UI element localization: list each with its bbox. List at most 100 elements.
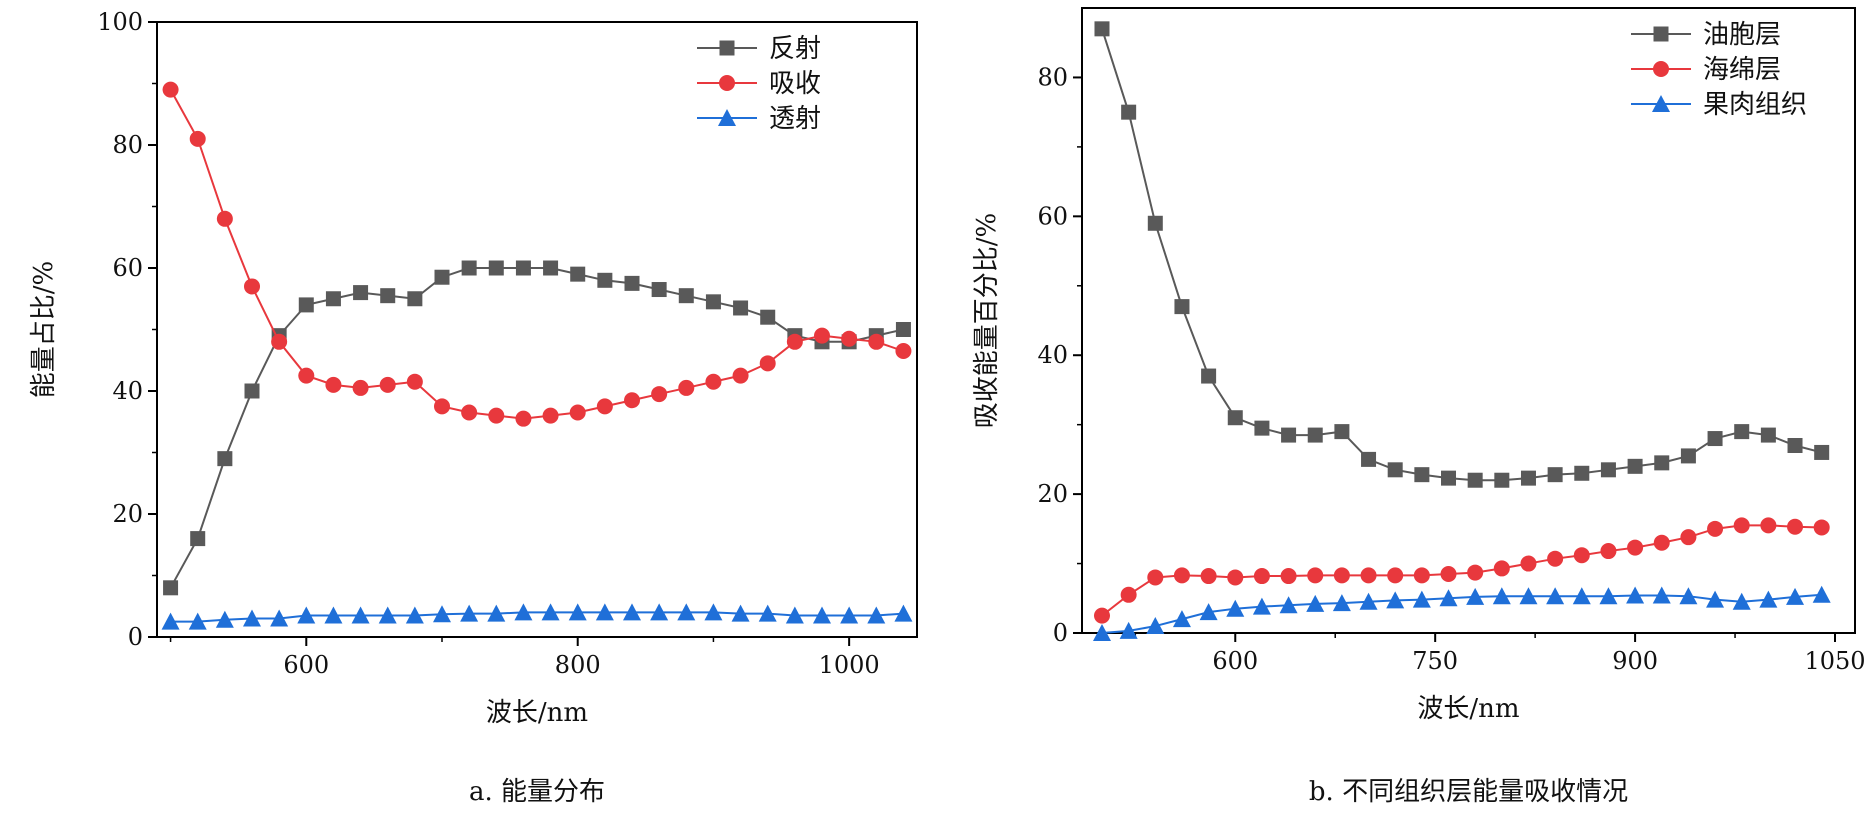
data-point: [215, 610, 234, 628]
x-tick-label: 750: [1412, 647, 1458, 675]
data-point: [1493, 560, 1510, 577]
data-point: [325, 291, 341, 307]
data-point: [1786, 587, 1805, 605]
data-point: [1334, 424, 1350, 440]
data-point: [1172, 610, 1191, 628]
data-point: [1359, 592, 1378, 610]
x-tick-label: 1000: [819, 651, 880, 679]
y-tick-label: 100: [97, 8, 143, 36]
x-tick-label: 800: [555, 651, 601, 679]
data-point: [1652, 586, 1671, 604]
data-point: [1279, 596, 1298, 614]
data-point: [1147, 215, 1163, 231]
data-point: [624, 275, 640, 291]
data-point: [1413, 567, 1430, 584]
data-point: [1252, 597, 1271, 615]
legend-item: 果肉组织: [1631, 90, 1807, 120]
data-point: [1094, 21, 1110, 37]
data-point: [407, 291, 423, 307]
data-point: [378, 606, 397, 624]
data-point: [271, 333, 288, 350]
legend-label: 海绵层: [1703, 55, 1781, 85]
data-point: [1146, 617, 1165, 635]
data-point: [1227, 410, 1243, 426]
data-point: [243, 609, 261, 627]
data-point: [1307, 567, 1324, 584]
data-point: [1812, 585, 1831, 603]
data-point: [353, 285, 369, 301]
legend-marker: [719, 75, 735, 91]
legend-marker: [1653, 61, 1669, 77]
data-point: [161, 612, 180, 630]
y-tick-label: 0: [1053, 619, 1068, 647]
data-point: [1813, 519, 1830, 536]
data-point: [1547, 550, 1564, 567]
legend-marker: [719, 40, 735, 56]
data-point: [1707, 520, 1724, 537]
data-point: [433, 605, 451, 623]
data-point: [1441, 470, 1457, 486]
data-point: [543, 260, 559, 276]
data-point: [1119, 621, 1138, 639]
data-point: [325, 376, 342, 393]
data-point: [786, 333, 803, 350]
data-point: [514, 603, 533, 621]
legend-item: 反射: [697, 34, 821, 64]
data-point: [1706, 590, 1725, 608]
data-point: [677, 603, 696, 621]
data-point: [1680, 529, 1697, 546]
legend-item: 油胞层: [1631, 20, 1781, 50]
x-axis-title: 波长/nm: [1417, 694, 1519, 724]
data-point: [217, 451, 233, 467]
data-point: [867, 606, 886, 624]
data-point: [759, 355, 776, 372]
legend-item: 吸收: [697, 69, 821, 99]
chart-layer-absorption: 600 750 900 1050 0 20 40 60 80 波长/nm 吸收能量百分比/% 油胞层海…: [972, 7, 1866, 807]
data-point: [1653, 534, 1670, 551]
series-line: [1101, 524, 1822, 617]
series-line: [1101, 28, 1822, 482]
data-point: [1627, 458, 1643, 474]
data-point: [487, 604, 506, 622]
data-point: [1679, 587, 1698, 605]
series-line: [169, 267, 904, 589]
data-point: [244, 278, 260, 295]
series-line: [169, 89, 904, 420]
data-point: [163, 580, 179, 596]
data-point: [1281, 427, 1297, 443]
data-point: [1254, 420, 1270, 436]
data-point: [841, 330, 858, 347]
data-point: [488, 260, 504, 276]
data-point: [1253, 568, 1270, 585]
data-point: [1572, 587, 1591, 605]
data-point: [1121, 104, 1137, 120]
y-tick-label: 60: [1037, 202, 1068, 230]
data-point: [731, 604, 750, 622]
x-tick-label: 600: [283, 651, 329, 679]
data-point: [1467, 564, 1484, 581]
data-point: [1280, 568, 1297, 585]
data-point: [461, 404, 478, 421]
chart-caption: a. 能量分布: [469, 777, 605, 807]
data-point: [405, 606, 424, 624]
series-line: [170, 611, 904, 623]
data-point: [1201, 368, 1217, 384]
data-point: [351, 606, 370, 624]
data-point: [814, 327, 830, 344]
legend-label: 吸收: [769, 69, 821, 99]
series-1: [1093, 517, 1830, 624]
series-0: [1094, 21, 1830, 488]
data-point: [542, 407, 559, 424]
data-point: [733, 300, 749, 316]
data-point: [1439, 589, 1458, 607]
y-axis-title: 吸收能量百分比/%: [972, 213, 1002, 428]
legend-label: 反射: [769, 34, 821, 64]
data-point: [895, 322, 911, 337]
legend-marker: [1652, 95, 1670, 112]
data-point: [1573, 547, 1590, 564]
data-point: [1520, 555, 1537, 572]
data-point: [1759, 590, 1778, 608]
data-point: [1332, 594, 1351, 612]
data-point: [298, 367, 315, 384]
x-tick-label: 1050: [1804, 647, 1865, 675]
